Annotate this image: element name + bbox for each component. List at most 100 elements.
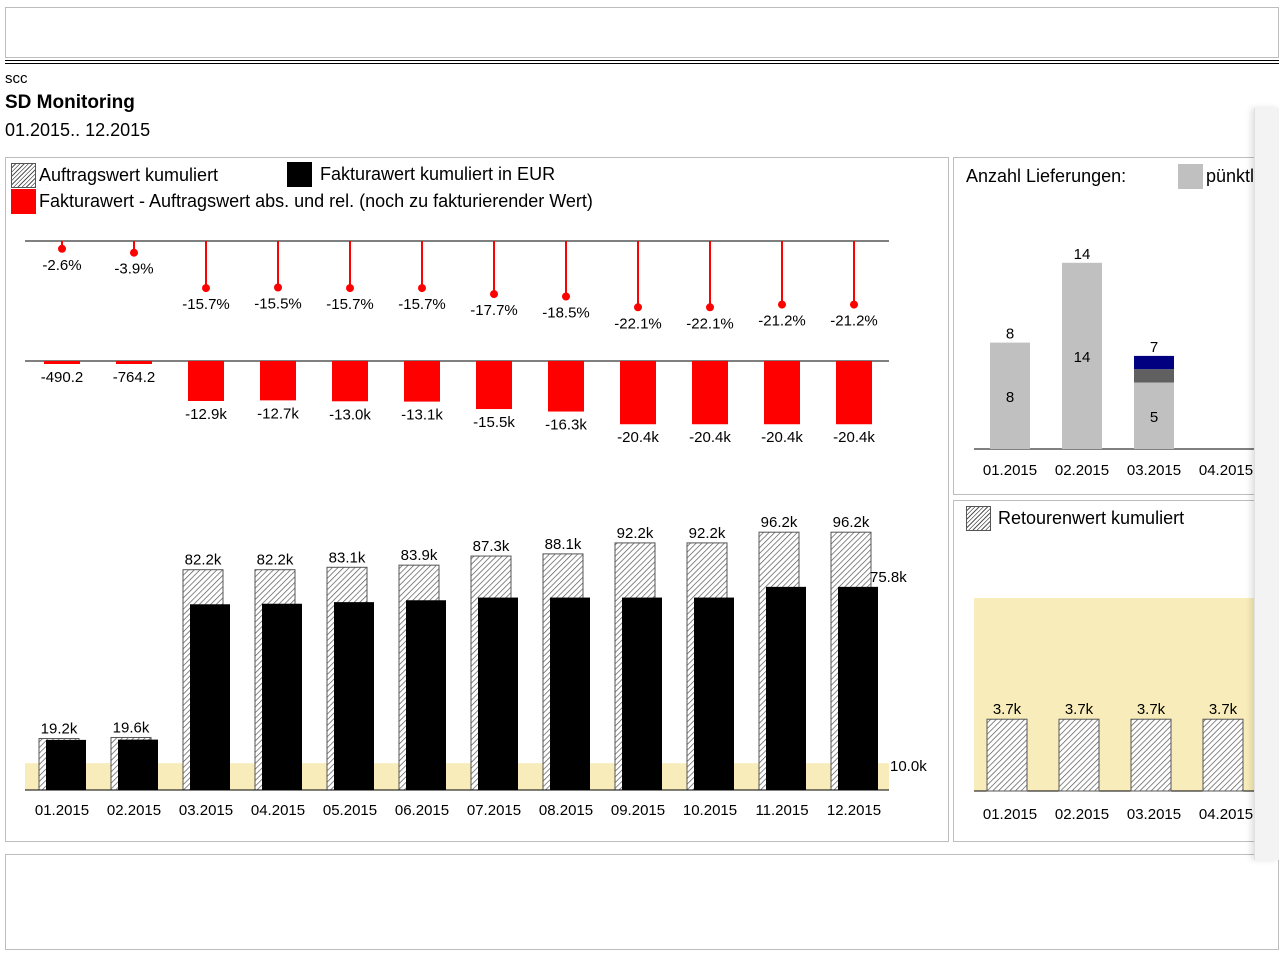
x-tick-label: 02.2015 — [107, 802, 161, 819]
order-value-label: 19.2k — [41, 721, 78, 738]
side-drawer-handle[interactable] — [1254, 108, 1279, 860]
hatch-swatch-icon — [966, 506, 991, 531]
billing-value-bar — [262, 603, 302, 790]
relative-point — [130, 248, 138, 257]
hatch-swatch-icon — [11, 163, 36, 188]
difference-label: -764.2 — [113, 369, 156, 386]
x-tick-label: 02.2015 — [1055, 462, 1109, 479]
billing-value-bar — [838, 586, 878, 790]
grey-swatch-icon — [1178, 164, 1203, 189]
returns-bar-label: 3.7k — [993, 701, 1022, 718]
delivery-segment-label: 5 — [1150, 409, 1158, 426]
x-tick-label: 03.2015 — [1127, 462, 1181, 479]
relative-point — [634, 303, 642, 312]
relative-point — [58, 244, 66, 253]
main-chart-panel: Auftragswert kumuliert Fakturawert kumul… — [5, 157, 949, 842]
relative-label: -17.7% — [470, 302, 518, 319]
header-divider-secondary — [5, 63, 1279, 64]
relative-label: -2.6% — [42, 257, 81, 274]
legend-billing-label: Fakturawert kumuliert in EUR — [320, 164, 556, 184]
difference-bar — [260, 361, 296, 401]
x-tick-label: 11.2015 — [755, 802, 808, 819]
x-tick-label: 09.2015 — [611, 802, 665, 819]
order-value-label: 82.2k — [185, 552, 222, 569]
main-chart: 10.0k -2.6% -490.2 19.2k 01.2015 -3.9% -764.2 1… — [25, 240, 927, 819]
returns-bar-label: 3.7k — [1137, 701, 1166, 718]
x-tick-label: 05.2015 — [323, 802, 377, 819]
x-tick-label: 10.2015 — [683, 802, 737, 819]
legend-returns-label: Retourenwert kumuliert — [998, 508, 1185, 528]
billing-value-bar — [190, 604, 230, 790]
returns-bar-label: 3.7k — [1065, 701, 1094, 718]
difference-bar — [188, 361, 224, 401]
legend-returns: Retourenwert kumuliert — [966, 506, 1184, 531]
bottom-area — [5, 854, 1279, 950]
legend-billing-value: Fakturawert kumuliert in EUR — [287, 162, 555, 187]
difference-bar — [116, 361, 152, 364]
billing-value-bar — [694, 597, 734, 790]
difference-bar — [836, 361, 872, 425]
order-value-label: 83.9k — [401, 547, 438, 564]
delivery-segment — [1134, 369, 1174, 383]
difference-bar — [620, 361, 656, 425]
returns-chart: 3.7k 01.2015 3.7k 02.2015 3.7k 03.2015 3.7k 04.… — [974, 598, 1278, 823]
deliveries-title: Anzahl Lieferungen: — [966, 166, 1127, 186]
difference-label: -13.0k — [329, 406, 371, 423]
relative-point — [346, 284, 354, 293]
order-value-label: 83.1k — [329, 549, 366, 566]
difference-label: -20.4k — [617, 429, 659, 446]
difference-bar — [332, 361, 368, 402]
delivery-total-label: 8 — [1006, 326, 1014, 343]
difference-label: -490.2 — [41, 369, 84, 386]
delivery-segment — [1134, 382, 1174, 449]
difference-label: -13.1k — [401, 407, 443, 424]
difference-label: -15.5k — [473, 414, 515, 431]
difference-bar — [548, 361, 584, 412]
difference-bar — [476, 361, 512, 410]
relative-point — [418, 284, 426, 293]
delivery-total-label: 7 — [1150, 339, 1158, 356]
billing-value-bar — [406, 600, 446, 790]
order-value-label: 82.2k — [257, 552, 294, 569]
x-tick-label: 02.2015 — [1055, 806, 1109, 823]
returns-bar — [986, 718, 1028, 792]
x-tick-label: 01.2015 — [983, 462, 1037, 479]
order-value-label: 87.3k — [473, 538, 510, 555]
x-tick-label: 03.2015 — [1127, 806, 1181, 823]
x-tick-label: 07.2015 — [467, 802, 521, 819]
difference-label: -12.7k — [257, 405, 299, 422]
relative-label: -18.5% — [542, 305, 590, 322]
delivery-segment-label: 8 — [1006, 389, 1014, 406]
order-value-label: 19.6k — [113, 719, 150, 736]
last-billing-label: 75.8k — [870, 569, 907, 586]
billing-value-bar — [334, 602, 374, 790]
difference-label: -12.9k — [185, 406, 227, 423]
order-value-label: 88.1k — [545, 536, 582, 553]
relative-label: -15.7% — [182, 296, 230, 313]
x-tick-label: 01.2015 — [983, 806, 1037, 823]
returns-bar — [1202, 718, 1244, 792]
relative-label: -3.9% — [114, 261, 153, 278]
returns-panel: Retourenwert kumuliert 3.7k 01.2015 3.7k 02… — [953, 500, 1279, 842]
billing-value-bar — [478, 597, 518, 790]
header-divider — [5, 60, 1279, 61]
legend-order-value: Auftragswert kumuliert — [11, 163, 218, 188]
x-tick-label: 04.2015 — [1199, 462, 1253, 479]
billing-value-bar — [550, 597, 590, 790]
difference-label: -20.4k — [761, 429, 803, 446]
difference-label: -20.4k — [689, 429, 731, 446]
relative-label: -22.1% — [614, 315, 662, 332]
difference-bar — [404, 361, 440, 402]
reference-label: 10.0k — [890, 758, 927, 775]
legend-order-label: Auftragswert kumuliert — [39, 165, 219, 185]
relative-label: -15.5% — [254, 296, 302, 313]
x-tick-label: 01.2015 — [35, 802, 89, 819]
difference-bar — [764, 361, 800, 425]
relative-point — [562, 292, 570, 301]
relative-label: -21.2% — [830, 313, 878, 330]
returns-bar-label: 3.7k — [1209, 701, 1238, 718]
delivery-segment — [990, 342, 1030, 449]
period-label: 01.2015.. 12.2015 — [5, 120, 151, 140]
relative-point — [490, 290, 498, 299]
top-toolbar-area — [5, 7, 1279, 58]
